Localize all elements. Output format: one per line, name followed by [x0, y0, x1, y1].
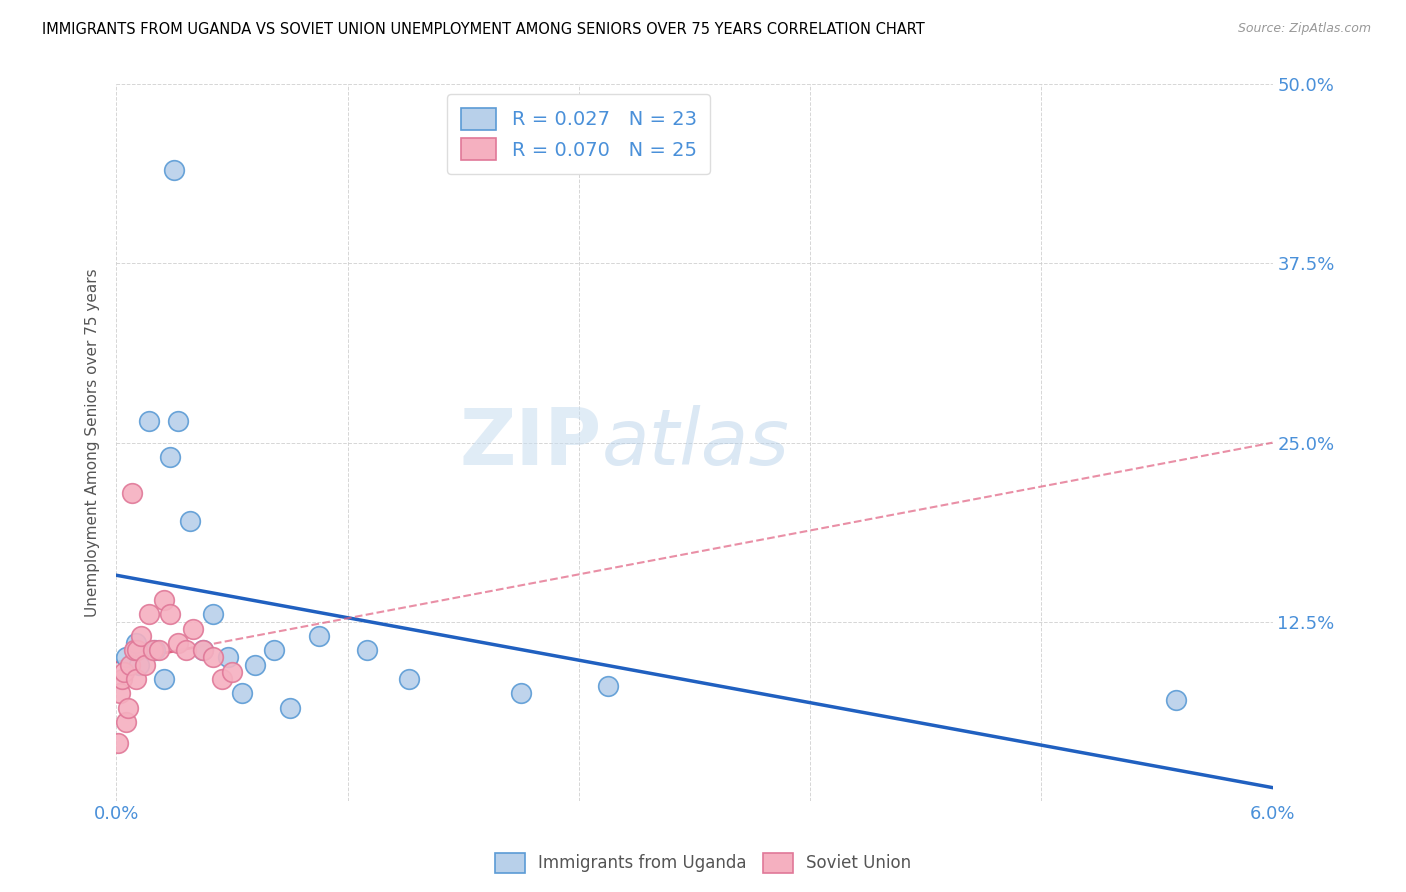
Legend: R = 0.027   N = 23, R = 0.070   N = 25: R = 0.027 N = 23, R = 0.070 N = 25	[447, 95, 710, 174]
Point	[142, 643, 165, 657]
Point	[115, 650, 138, 665]
Point	[138, 607, 160, 622]
Point	[111, 672, 134, 686]
Point	[596, 679, 619, 693]
Point	[167, 636, 190, 650]
Point	[1166, 693, 1188, 707]
Point	[191, 643, 214, 657]
Point	[143, 643, 166, 657]
Point	[124, 636, 146, 650]
Point	[124, 672, 146, 686]
Point	[115, 714, 138, 729]
Point	[221, 665, 243, 679]
Point	[243, 657, 266, 672]
Point	[201, 650, 224, 665]
Point	[134, 657, 156, 672]
Point	[183, 622, 205, 636]
Point	[112, 665, 135, 679]
Point	[118, 657, 141, 672]
Point	[127, 643, 149, 657]
Point	[278, 700, 301, 714]
Point	[167, 414, 190, 428]
Point	[308, 629, 330, 643]
Point	[191, 643, 214, 657]
Legend: Immigrants from Uganda, Soviet Union: Immigrants from Uganda, Soviet Union	[488, 847, 918, 880]
Point	[117, 700, 139, 714]
Text: IMMIGRANTS FROM UGANDA VS SOVIET UNION UNEMPLOYMENT AMONG SENIORS OVER 75 YEARS : IMMIGRANTS FROM UGANDA VS SOVIET UNION U…	[42, 22, 925, 37]
Point	[356, 643, 378, 657]
Point	[122, 643, 145, 657]
Point	[153, 672, 176, 686]
Point	[398, 672, 420, 686]
Point	[159, 607, 181, 622]
Point	[211, 672, 233, 686]
Point	[121, 485, 143, 500]
Point	[128, 657, 150, 672]
Point	[201, 607, 224, 622]
Point	[153, 593, 176, 607]
Point	[159, 450, 181, 464]
Point	[163, 163, 186, 178]
Point	[263, 643, 285, 657]
Text: Source: ZipAtlas.com: Source: ZipAtlas.com	[1237, 22, 1371, 36]
Point	[510, 686, 533, 700]
Point	[231, 686, 253, 700]
Point	[131, 629, 153, 643]
Point	[179, 514, 201, 528]
Point	[107, 736, 129, 750]
Y-axis label: Unemployment Among Seniors over 75 years: Unemployment Among Seniors over 75 years	[86, 268, 100, 617]
Point	[148, 643, 170, 657]
Point	[138, 414, 160, 428]
Text: atlas: atlas	[602, 405, 790, 481]
Text: ZIP: ZIP	[460, 405, 602, 481]
Point	[217, 650, 239, 665]
Point	[108, 686, 131, 700]
Point	[174, 643, 197, 657]
